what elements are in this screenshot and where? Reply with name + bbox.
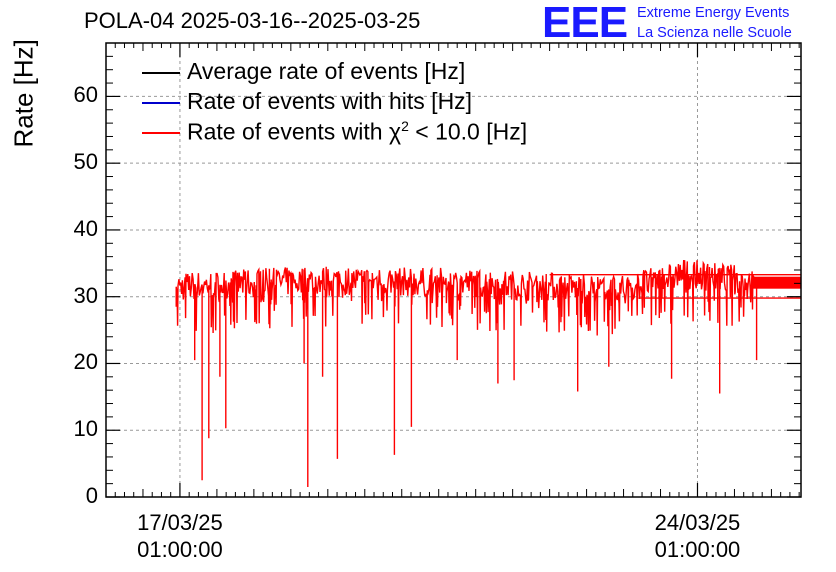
legend-label-average: Average rate of events [Hz] [187,58,466,84]
chart-title: POLA-04 2025-03-16--2025-03-25 [84,8,421,33]
y-tick-label: 30 [73,282,98,308]
y-tick-label: 10 [73,416,98,442]
x-tick-time: 01:00:00 [654,537,741,562]
legend-swatch-chi2 [142,132,180,134]
legend-label-hits: Rate of events with hits [Hz] [187,88,473,114]
x-tick-date: 17/03/25 [137,510,223,535]
y-axis-label: Rate [Hz] [8,39,39,148]
x-tick-label: 17/03/25 01:00:00 [100,509,260,563]
y-tick-label: 0 [85,483,98,508]
eee-logo: EEE [542,0,628,47]
legend-chi2-prefix: Rate of events with [187,118,389,145]
legend-swatch-average [142,72,180,74]
series-line-chi2 [175,259,758,487]
legend-chi-symbol: χ [389,118,402,145]
y-tick-label: 40 [73,215,98,241]
x-tick-time: 01:00:00 [137,537,223,562]
legend-label-chi2: Rate of events with χ2 < 10.0 [Hz] [187,118,527,146]
logo-caption-line2: La Scienza nelle Scuole [637,25,792,41]
grid-lines [106,43,801,497]
legend-chi-exponent: 2 [401,118,409,134]
legend-swatch-hits [142,102,180,104]
x-tick-date: 24/03/25 [654,510,741,535]
legend-chi2-suffix: < 10.0 [Hz] [408,118,528,145]
y-tick-label: 50 [73,149,98,175]
series-rate-chi2 [175,259,801,487]
logo-caption-line1: Extreme Energy Events [637,5,790,21]
y-tick-label: 20 [73,349,98,375]
x-tick-label: 24/03/25 01:00:00 [617,509,777,563]
logo-caption: Extreme Energy Events La Scienza nelle S… [637,3,792,43]
y-tick-label: 60 [73,82,98,108]
axis-ticks [105,42,801,498]
series-tail-band [752,276,801,289]
